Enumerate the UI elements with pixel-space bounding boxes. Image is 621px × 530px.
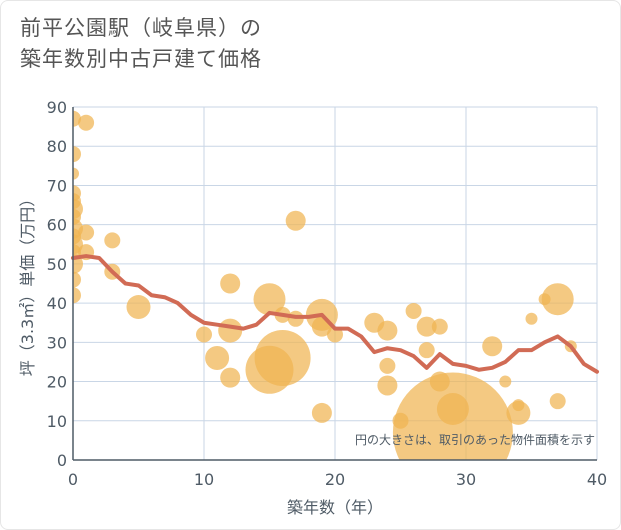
chart-title-line-2: 築年数別中古戸建て価格 (20, 47, 262, 71)
data-bubble (541, 283, 574, 316)
data-bubble (525, 312, 538, 325)
x-tick-label: 0 (68, 470, 78, 489)
data-bubble (377, 320, 398, 341)
data-bubble (549, 393, 566, 410)
y-tick-label: 30 (47, 333, 67, 352)
y-tick-label: 70 (47, 176, 67, 195)
y-tick-label: 10 (47, 412, 67, 431)
data-bubble (392, 372, 513, 460)
data-bubble (253, 283, 286, 316)
data-bubble (379, 357, 396, 374)
y-tick-label: 40 (47, 294, 67, 313)
x-tick-label: 40 (587, 470, 607, 489)
chart-title: 前平公園駅（岐阜県）の 築年数別中古戸建て価格 (20, 13, 262, 75)
y-tick-label: 0 (57, 451, 67, 470)
x-tick-label: 20 (325, 470, 345, 489)
data-bubble (482, 336, 503, 357)
data-bubble (73, 287, 81, 304)
y-tick-label: 50 (47, 255, 67, 274)
data-bubble (205, 346, 230, 371)
data-bubble (254, 330, 311, 387)
x-axis-title: 築年数（年） (287, 498, 383, 517)
data-bubble (104, 232, 121, 249)
data-bubble (78, 114, 95, 131)
bubble-size-note: 円の大きさは、取引のあった物件面積を示す (355, 432, 595, 447)
data-bubble (377, 375, 398, 396)
data-bubble (196, 326, 212, 343)
average-line (71, 254, 599, 374)
data-bubble (218, 318, 243, 343)
y-axis-title: 坪（3.3㎡）単価（万円） (18, 191, 37, 376)
data-bubble (431, 318, 448, 335)
data-bubble (73, 271, 81, 288)
data-bubble (506, 400, 531, 425)
average-price-line (71, 254, 599, 374)
data-bubble (73, 167, 79, 180)
chart-title-line-1: 前平公園駅（岐阜県）の (20, 16, 262, 40)
data-bubble (78, 224, 95, 241)
bubble-series (73, 110, 577, 460)
data-bubble (126, 295, 151, 320)
data-bubble (405, 302, 422, 319)
data-bubble (220, 273, 241, 294)
data-bubble (499, 375, 512, 388)
x-tick-label: 10 (194, 470, 214, 489)
data-bubble (416, 316, 437, 337)
axes: 0 10 20 30 40 50 60 70 80 90 0 10 20 30 40 (47, 98, 608, 489)
data-bubble (311, 402, 332, 423)
y-tick-label: 60 (47, 216, 67, 235)
y-tick-label: 80 (47, 137, 67, 156)
y-tick-label: 20 (47, 373, 67, 392)
y-tick-label: 90 (47, 98, 67, 117)
data-bubble (285, 210, 306, 231)
x-tick-label: 30 (456, 470, 476, 489)
data-bubble (73, 146, 81, 163)
data-bubble (418, 342, 435, 359)
data-bubble (220, 367, 241, 388)
